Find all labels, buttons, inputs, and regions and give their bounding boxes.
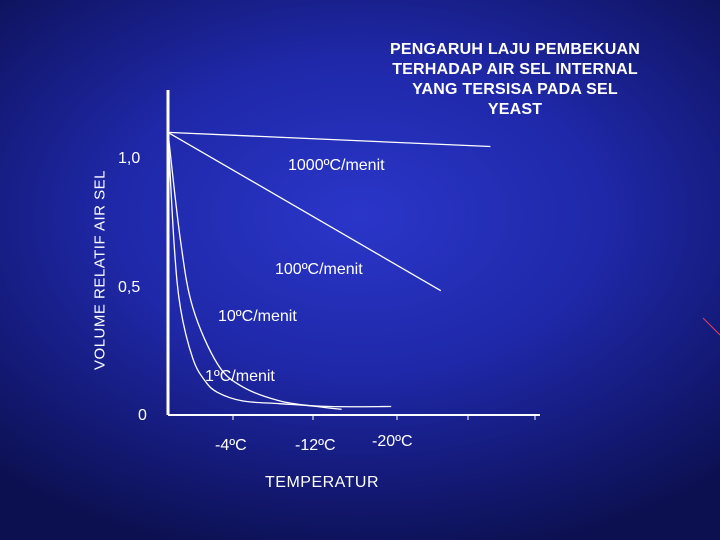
x-tick-label-2: -20ºC [372,433,413,450]
chart-title: PENGARUH LAJU PEMBEKUAN TERHADAP AIR SEL… [390,41,640,118]
series-line-1 [167,131,442,292]
series-line-3 [167,132,392,408]
x-tick-label-0: -4ºC [215,437,247,454]
y-tick-label-1: 0,5 [118,279,140,296]
series-label-2: 10ºC/menit [218,308,297,325]
x-tick-label-1: -12ºC [295,437,336,454]
series-label-3: 1ºC/menit [205,368,275,385]
decorative-accent-line [702,317,720,336]
series-label-1: 100ºC/menit [275,261,363,278]
series-label-0: 1000ºC/menit [288,157,385,174]
y-tick-label-2: 0 [138,407,147,424]
y-tick-label-0: 1,0 [118,150,140,167]
x-axis-label: TEMPERATUR [265,474,380,491]
series-line-0 [167,131,491,148]
